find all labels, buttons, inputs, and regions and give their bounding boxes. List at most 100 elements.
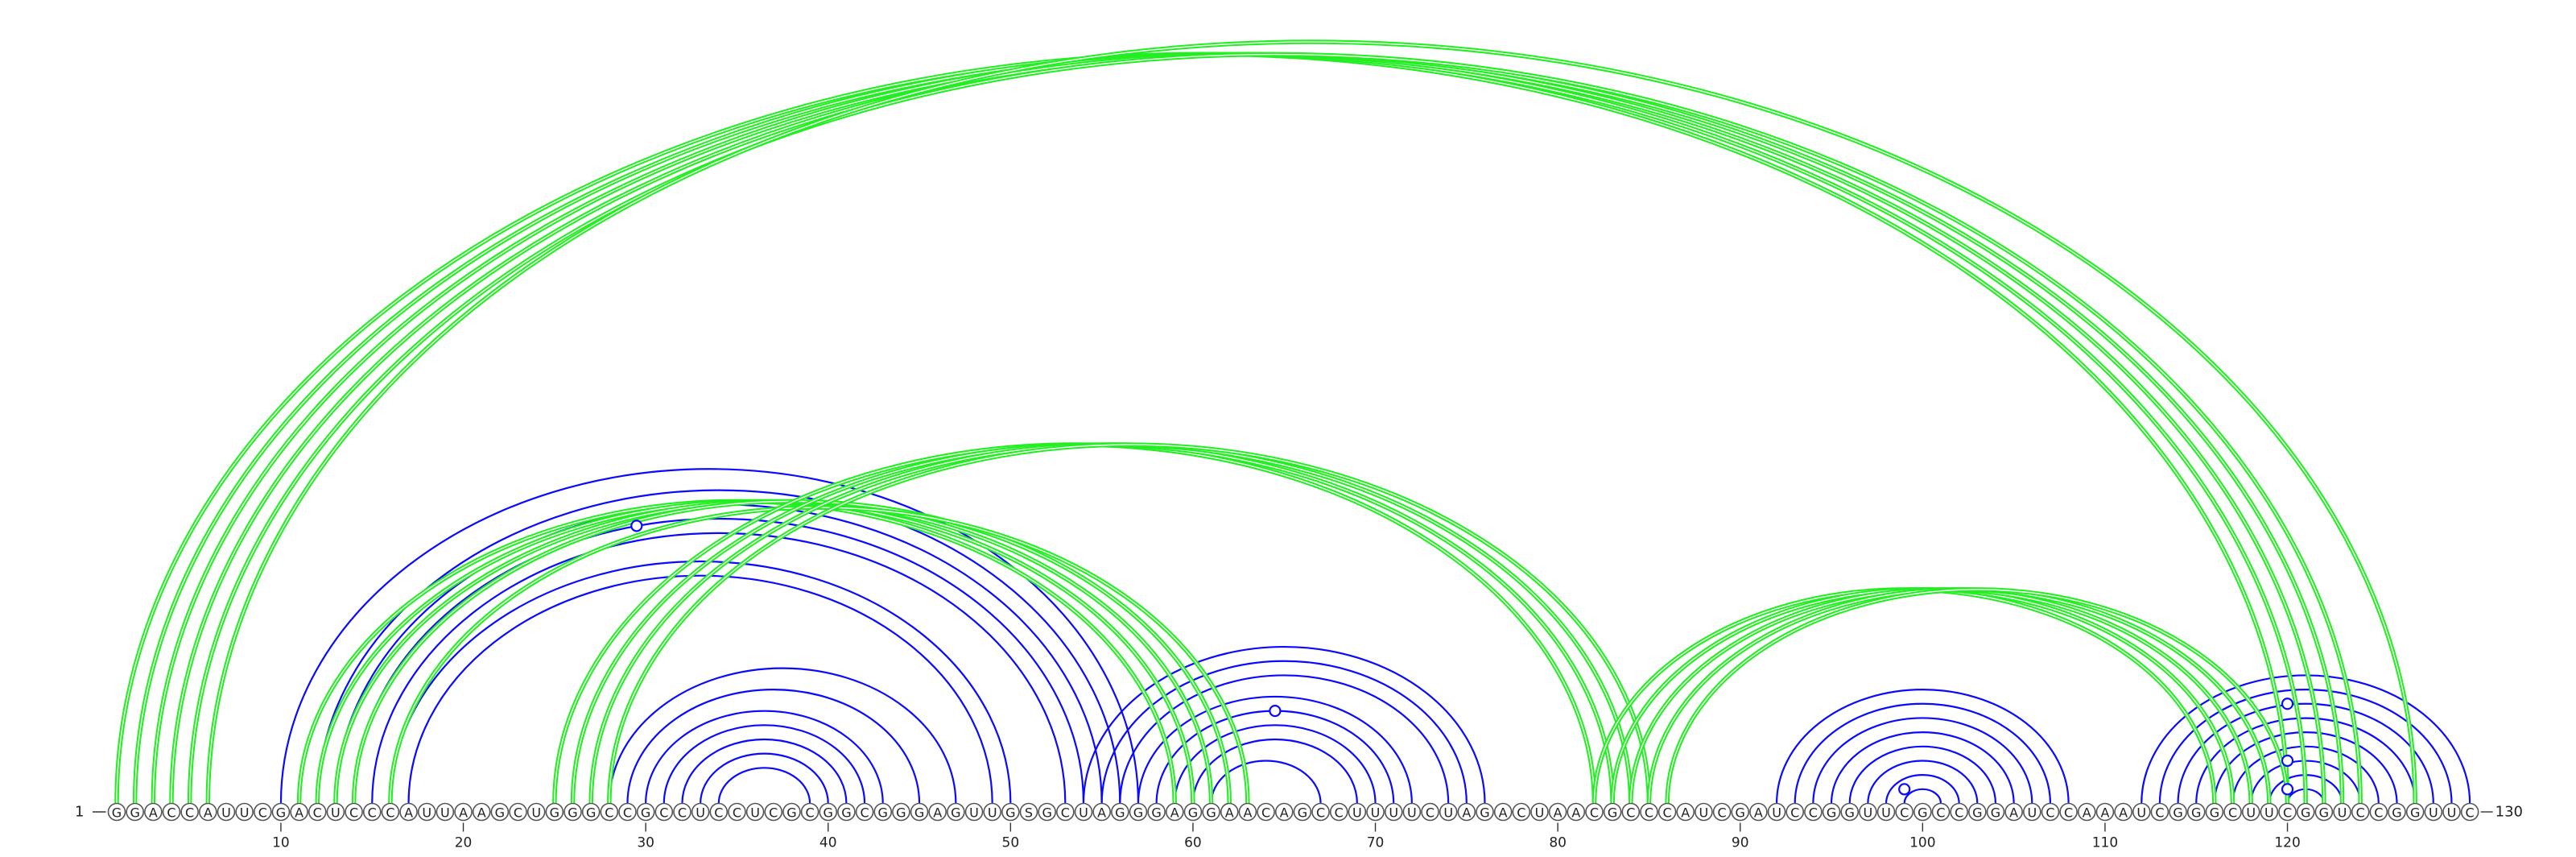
nucleotide-letter: A	[2009, 805, 2018, 821]
nucleotide-circle	[271, 802, 291, 822]
nucleotide-circle	[1585, 802, 1604, 822]
nucleotide-circle	[253, 802, 272, 822]
nucleotide-letter: C	[1316, 805, 1325, 821]
nucleotide-circle	[1165, 802, 1184, 822]
nucleotide-letter: G	[1827, 805, 1836, 821]
nucleotide-circle	[1712, 802, 1732, 822]
blue-arc	[645, 710, 884, 804]
nucleotide-letter: G	[2210, 805, 2219, 821]
blue-arc	[1867, 760, 1979, 804]
nucleotide-circle	[1311, 802, 1330, 822]
nucleotide-circle	[983, 802, 1001, 822]
nucleotide-letter: G	[130, 805, 139, 821]
blue-arc	[1848, 745, 1997, 804]
nucleotide-letter: C	[2283, 805, 2292, 821]
nucleotide-circle	[1366, 802, 1385, 822]
nucleotide-letter: A	[1225, 805, 1234, 821]
nucleotide-letter: G	[1991, 805, 2000, 821]
tick-label: 90	[1732, 835, 1749, 851]
nucleotide-letter: C	[1335, 805, 1344, 821]
green-arc-inner	[1630, 588, 2252, 804]
nucleotide-circle	[1348, 802, 1367, 822]
nucleotide-letter: U	[531, 805, 541, 821]
nucleotide-letter: C	[1809, 805, 1818, 821]
green-arc-inner	[152, 53, 2325, 804]
nucleotide-circle	[1512, 802, 1531, 822]
nucleotide-letter: C	[659, 805, 668, 821]
green-arc-inner	[207, 40, 2416, 804]
green-arc	[333, 499, 1214, 804]
blue-arc	[1119, 674, 1450, 804]
blue-arc	[2158, 689, 2453, 804]
nucleotide-letter: C	[733, 805, 741, 821]
nucleotide-circle	[1476, 802, 1494, 822]
nucleotide-circle	[2424, 802, 2443, 822]
nucleotide-circle	[235, 802, 254, 822]
nucleotide-letter: U	[2338, 805, 2347, 821]
nucleotide-circle	[2260, 802, 2279, 822]
tick-label: 10	[272, 835, 290, 851]
nucleotide-letter: C	[860, 805, 869, 821]
nucleotide-letter: C	[185, 805, 194, 821]
nucleotide-letter: G	[2301, 805, 2310, 821]
tick-label: 110	[2092, 835, 2118, 851]
nucleotide-letter: C	[1626, 805, 1635, 821]
green-arc-inner	[554, 444, 1596, 804]
nucleotide-letter: G	[1844, 805, 1854, 821]
nucleotide-letter: U	[1881, 805, 1891, 821]
nucleotide-letter: U	[221, 805, 231, 821]
nucleotide-letter: G	[2173, 805, 2182, 821]
nucleotide-circle	[2205, 802, 2224, 822]
blue-arc	[407, 574, 993, 804]
green-arc	[1629, 586, 2253, 804]
nucleotide-circle	[2278, 802, 2297, 822]
nucleotide-letter: S	[1025, 805, 1033, 821]
nucleotide-circle	[1822, 802, 1841, 822]
nucleotide-circle	[1274, 802, 1294, 822]
nucleotide-letter: G	[1608, 805, 1617, 821]
nucleotide-circle	[654, 802, 674, 822]
nucleotide-letter: A	[1499, 805, 1508, 821]
arc-markers-layer	[630, 520, 2294, 796]
nucleotide-letter: G	[2410, 805, 2420, 821]
nucleotide-circle	[691, 802, 710, 822]
nucleotide-circle	[1876, 802, 1896, 822]
nucleotide-circle	[947, 802, 965, 822]
nucleotide-letter: G	[1298, 805, 1307, 821]
nucleotide-circle	[290, 802, 308, 822]
blue-arc	[626, 689, 921, 804]
blue-arc	[700, 752, 829, 804]
blue-arc	[1830, 731, 2015, 804]
tick-label: 120	[2274, 835, 2300, 851]
nucleotide-circle	[362, 802, 382, 822]
nucleotide-letter: G	[1736, 805, 1745, 821]
nucleotide-circle	[1785, 802, 1805, 822]
start-position-label: 1	[75, 804, 84, 821]
nucleotide-letter: G	[550, 805, 559, 821]
nucleotide-letter: G	[841, 805, 851, 821]
nucleotide-circle	[764, 802, 783, 822]
nucleotide-letter: C	[1590, 805, 1599, 821]
blue-arc	[663, 724, 866, 804]
nucleotide-letter: A	[1170, 805, 1179, 821]
nucleotide-circle	[837, 802, 856, 822]
nucleotide-circle	[326, 802, 345, 822]
blue-arc	[2213, 731, 2398, 804]
nucleotide-letter: C	[2374, 805, 2383, 821]
nucleotide-circle	[2023, 802, 2041, 822]
nucleotide-circle	[162, 802, 181, 822]
nucleotide-circle	[2186, 802, 2206, 822]
green-arc	[169, 52, 2345, 804]
nucleotide-letter: G	[1972, 805, 1982, 821]
nucleotide-letter: C	[514, 805, 522, 821]
nucleotide-circle	[1950, 802, 1968, 822]
nucleotide-circle	[1056, 802, 1075, 822]
blue-arc	[2140, 674, 2471, 804]
blue-arc-marker	[2281, 783, 2294, 796]
nucleotide-letter: G	[2319, 805, 2329, 821]
nucleotide-letter: U	[696, 805, 705, 821]
nucleotide-circle	[636, 802, 655, 822]
nucleotide-circle	[2241, 802, 2260, 822]
nucleotide-letter: A	[149, 805, 158, 821]
nucleotide-letter: C	[2466, 805, 2475, 821]
